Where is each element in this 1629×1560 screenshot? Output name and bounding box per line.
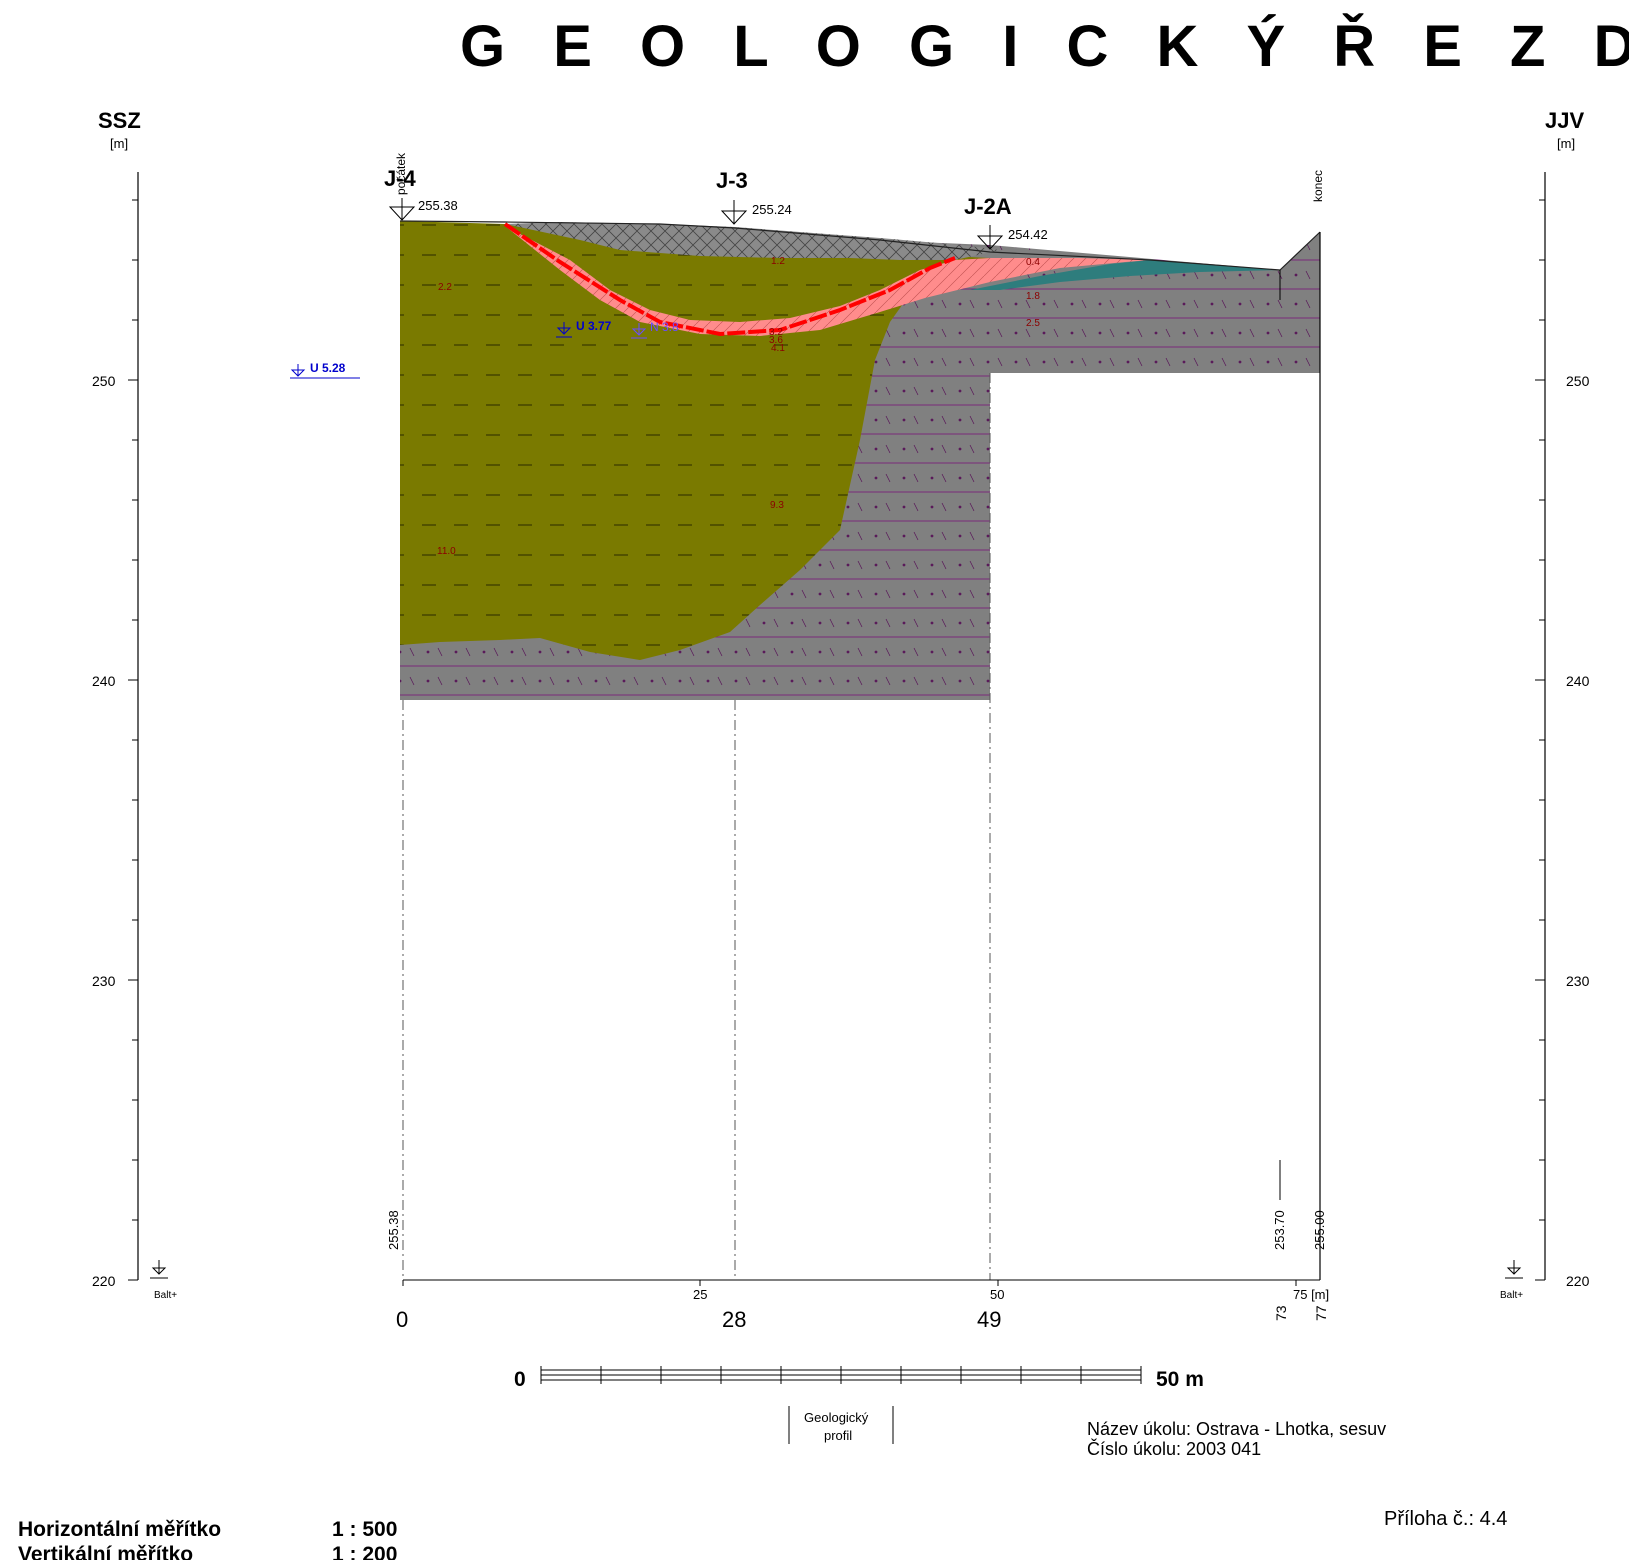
section-title: G E O L O G I C K Ý Ř E Z D-D´ [460,14,1629,79]
thickness-j2a-3: 2.5 [1026,318,1040,329]
clay-body [400,221,990,660]
cover-layer [505,222,1000,260]
task-name: Název úkolu: Ostrava - Lhotka, sesuv [1087,1419,1386,1439]
thickness-j4-1: 2.2 [438,282,452,293]
borehole-j4: J-4 255.38 [384,166,458,221]
water-level-u528: U 5.28 [290,361,360,379]
right-tick-240: 240 [1566,673,1590,689]
borehole-j4-name: J-4 [384,166,417,191]
right-direction-label: JJV [1545,108,1584,133]
right-tick-220: 220 [1566,1273,1590,1289]
x-tick-75: 75 [m] [1293,1287,1329,1302]
chainage-49: 49 [977,1307,1001,1332]
thickness-j3-4: 4.1 [771,343,785,354]
borehole-j3-name: J-3 [716,168,748,193]
chainage-73: 73 [1273,1305,1289,1321]
water-level-n38: N 3.8 [631,320,679,339]
thickness-j2a-2: 1.8 [1026,291,1040,302]
borehole-j4-elevation: 255.38 [418,198,458,213]
right-tick-230: 230 [1566,973,1590,989]
chainage-28: 28 [722,1307,746,1332]
horizontal-scale-value: 1 : 500 [332,1518,397,1541]
scale-bar: 0 50 m [514,1366,1204,1391]
left-datum-marker: Balt+ [150,1260,177,1301]
left-direction-label: SSZ [98,108,141,133]
right-axis-unit: [m] [1557,136,1575,151]
profile-box-line2: profil [824,1428,852,1443]
water-level-u377: U 3.77 [556,319,612,338]
profile-box-line1: Geologický [804,1410,869,1425]
vertical-scale-value: 1 : 200 [332,1543,397,1560]
right-datum-label: Balt+ [1500,1290,1523,1301]
vertical-scale-label: Vertikální měřítko [18,1543,193,1560]
thickness-j4-2: 11.0 [437,546,456,557]
bottom-elevation-73: 253.70 [1272,1210,1287,1250]
slide-zone [505,226,1150,336]
left-tick-240: 240 [92,673,116,689]
task-number: Číslo úkolu: 2003 041 [1087,1438,1261,1459]
borehole-j2a: J-2A 254.42 [964,194,1048,250]
scale-bar-end: 50 m [1156,1368,1204,1391]
water-level-u528-label: U 5.28 [310,361,346,375]
left-tick-220: 220 [92,1273,116,1289]
bottom-elevation-start: 255.38 [386,1210,401,1250]
thickness-j2a-1: 0.4 [1026,257,1040,268]
profile-start-label: počátek [394,152,408,195]
borehole-j2a-elevation: 254.42 [1008,227,1048,242]
bedrock-right [990,232,1320,373]
left-tick-250: 250 [92,373,116,389]
chainage-77: 77 [1313,1305,1329,1321]
x-tick-50: 50 [990,1287,1004,1302]
right-elevation-axis: 250 240 230 220 [1535,172,1590,1289]
bottom-elevation-end: 255.00 [1312,1210,1327,1250]
profile-end-label: konec [1311,170,1325,202]
slip-surface [503,222,956,337]
horizontal-axis: 25 50 75 [m] [402,1279,1329,1302]
thickness-j3-2: 3.2 [769,327,783,338]
borehole-j3: J-3 255.24 [716,168,792,225]
scale-bar-start: 0 [514,1368,526,1391]
chainage-0: 0 [396,1307,408,1332]
left-tick-230: 230 [92,973,116,989]
right-datum-marker: Balt+ [1500,1260,1523,1301]
geology-body [399,220,1321,700]
left-axis-unit: [m] [110,136,128,151]
appendix-label: Příloha č.: 4.4 [1384,1508,1507,1530]
left-datum-label: Balt+ [154,1290,177,1301]
horizontal-scale-label: Horizontální měřítko [18,1518,221,1541]
water-level-n38-label: N 3.8 [650,320,679,334]
thickness-j3-3: 3.6 [769,335,783,346]
thickness-j3-5: 9.3 [770,500,784,511]
borehole-j3-elevation: 255.24 [752,202,792,217]
right-tick-250: 250 [1566,373,1590,389]
water-level-u377-label: U 3.77 [576,319,612,333]
teal-layer [970,260,1280,290]
borehole-axes [402,232,1321,1280]
left-elevation-axis: 250 240 230 220 [92,172,139,1289]
profile-box: Geologický profil [788,1406,894,1444]
terrain-line [399,220,1321,271]
x-tick-25: 25 [693,1287,707,1302]
thickness-j3-1: 1.2 [771,256,785,267]
borehole-j2a-name: J-2A [964,194,1012,219]
